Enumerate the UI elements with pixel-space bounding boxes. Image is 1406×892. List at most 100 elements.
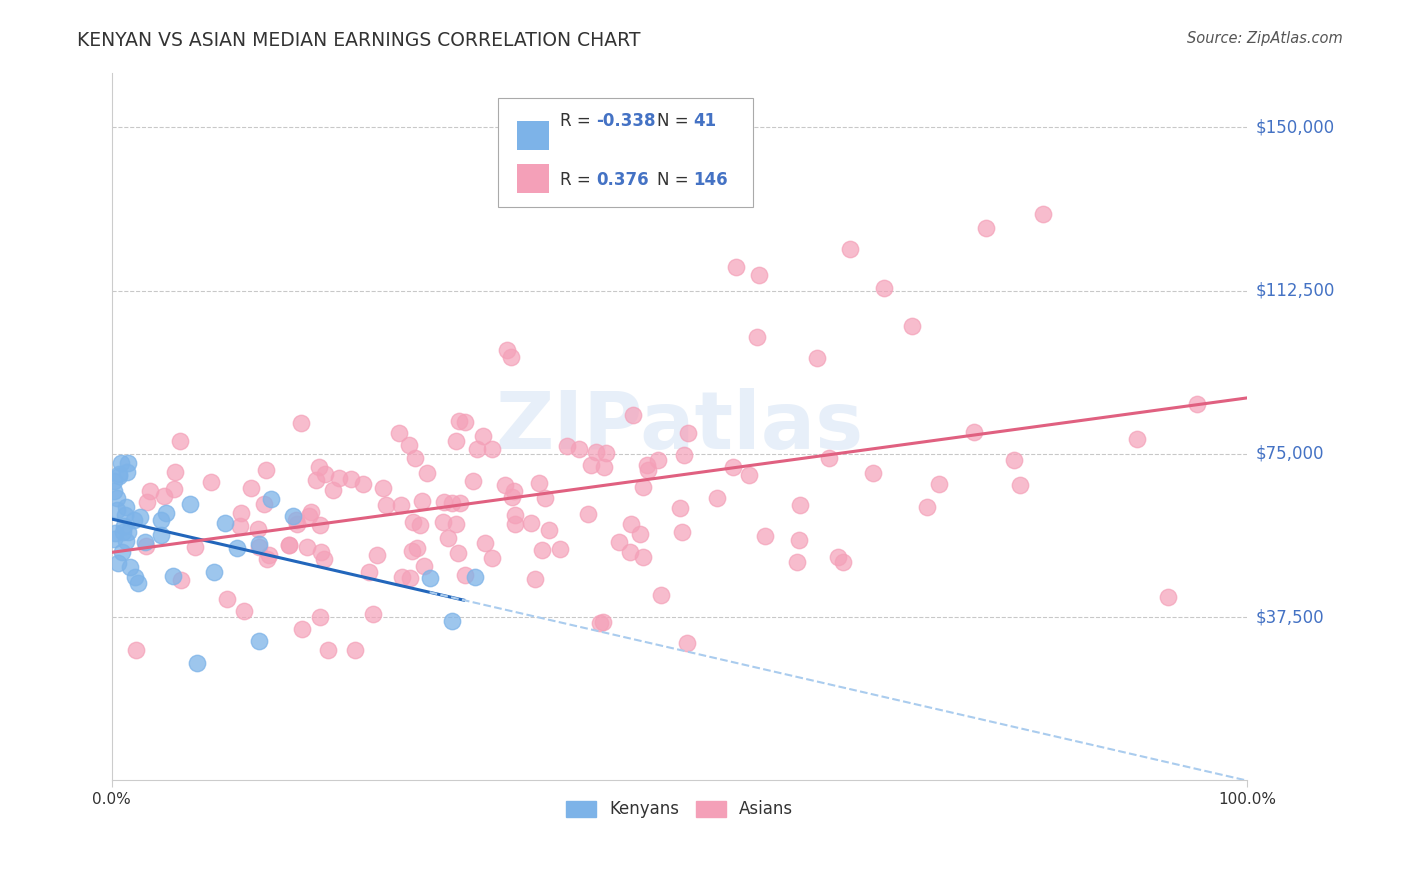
Text: 146: 146 xyxy=(693,170,728,188)
Point xyxy=(309,517,332,532)
Point xyxy=(366,548,388,562)
Legend: Kenyans, Asians: Kenyans, Asians xyxy=(560,794,800,825)
Point xyxy=(179,497,201,511)
Point xyxy=(636,458,658,472)
Point xyxy=(322,483,344,498)
Point xyxy=(312,551,335,566)
Point xyxy=(678,425,700,440)
Point xyxy=(391,570,413,584)
Point xyxy=(589,616,612,631)
Point xyxy=(295,540,318,554)
Point xyxy=(900,318,922,333)
Point xyxy=(124,569,146,583)
Point xyxy=(474,536,496,550)
Point xyxy=(278,538,301,552)
Text: 41: 41 xyxy=(693,112,716,129)
Point xyxy=(117,525,139,540)
Point xyxy=(153,489,176,503)
Text: N =: N = xyxy=(657,170,693,188)
Point xyxy=(114,508,136,522)
Point xyxy=(568,442,591,456)
Point xyxy=(155,506,177,520)
Point xyxy=(595,446,617,460)
Point xyxy=(103,532,125,546)
Point xyxy=(402,516,425,530)
Point xyxy=(246,522,269,536)
Point xyxy=(974,220,997,235)
Point xyxy=(278,538,301,552)
Point xyxy=(124,513,146,527)
Point xyxy=(105,491,128,505)
Point xyxy=(217,591,239,606)
Point xyxy=(441,614,464,628)
Point xyxy=(103,484,125,499)
Point xyxy=(786,555,808,569)
Point xyxy=(339,472,361,486)
Point xyxy=(127,576,149,591)
Point xyxy=(413,559,436,574)
Point xyxy=(832,555,855,569)
Point xyxy=(411,493,433,508)
Point xyxy=(531,542,554,557)
Point xyxy=(419,570,441,584)
Point xyxy=(789,498,811,512)
Point xyxy=(465,442,488,457)
Point xyxy=(328,471,350,485)
Point xyxy=(725,260,748,274)
Point xyxy=(135,494,157,508)
Text: KENYAN VS ASIAN MEDIAN EARNINGS CORRELATION CHART: KENYAN VS ASIAN MEDIAN EARNINGS CORRELAT… xyxy=(77,31,641,50)
Point xyxy=(454,415,477,429)
Point xyxy=(1010,478,1032,492)
FancyBboxPatch shape xyxy=(517,120,548,150)
Point xyxy=(298,509,321,524)
Point xyxy=(129,510,152,524)
Point xyxy=(862,466,884,480)
Point xyxy=(231,506,253,520)
Point xyxy=(104,526,127,541)
Text: $75,000: $75,000 xyxy=(1256,445,1324,463)
Point xyxy=(232,604,254,618)
Point xyxy=(214,516,236,531)
Point xyxy=(117,456,139,470)
Point xyxy=(437,531,460,545)
Point xyxy=(607,534,630,549)
Point xyxy=(537,523,560,537)
Point xyxy=(523,572,546,586)
Point xyxy=(1032,207,1054,221)
Point xyxy=(120,559,142,574)
Point xyxy=(585,445,607,459)
Point xyxy=(149,528,172,542)
Point xyxy=(637,463,659,477)
Point xyxy=(283,508,305,523)
Point xyxy=(827,549,849,564)
Point xyxy=(308,609,330,624)
Point xyxy=(257,549,280,563)
Point xyxy=(240,481,263,495)
Point xyxy=(202,566,225,580)
Point xyxy=(747,329,769,343)
Point xyxy=(284,513,307,527)
Point xyxy=(105,503,128,517)
Point xyxy=(628,527,651,541)
Point xyxy=(464,570,486,584)
Point xyxy=(110,545,132,559)
Point xyxy=(254,463,277,477)
Text: ZIPatlas: ZIPatlas xyxy=(495,388,863,466)
FancyBboxPatch shape xyxy=(498,98,754,207)
Point xyxy=(112,524,135,539)
Point xyxy=(183,541,205,555)
Point xyxy=(671,524,693,539)
Point xyxy=(134,534,156,549)
Point xyxy=(673,448,696,462)
Point xyxy=(963,425,986,439)
Point xyxy=(107,556,129,570)
Point xyxy=(481,551,503,566)
Point xyxy=(440,496,463,510)
Point xyxy=(592,460,614,475)
Point xyxy=(112,518,135,533)
Point xyxy=(406,541,429,555)
Point xyxy=(520,516,543,530)
Point xyxy=(494,477,516,491)
Point xyxy=(721,459,744,474)
Point xyxy=(200,475,222,489)
